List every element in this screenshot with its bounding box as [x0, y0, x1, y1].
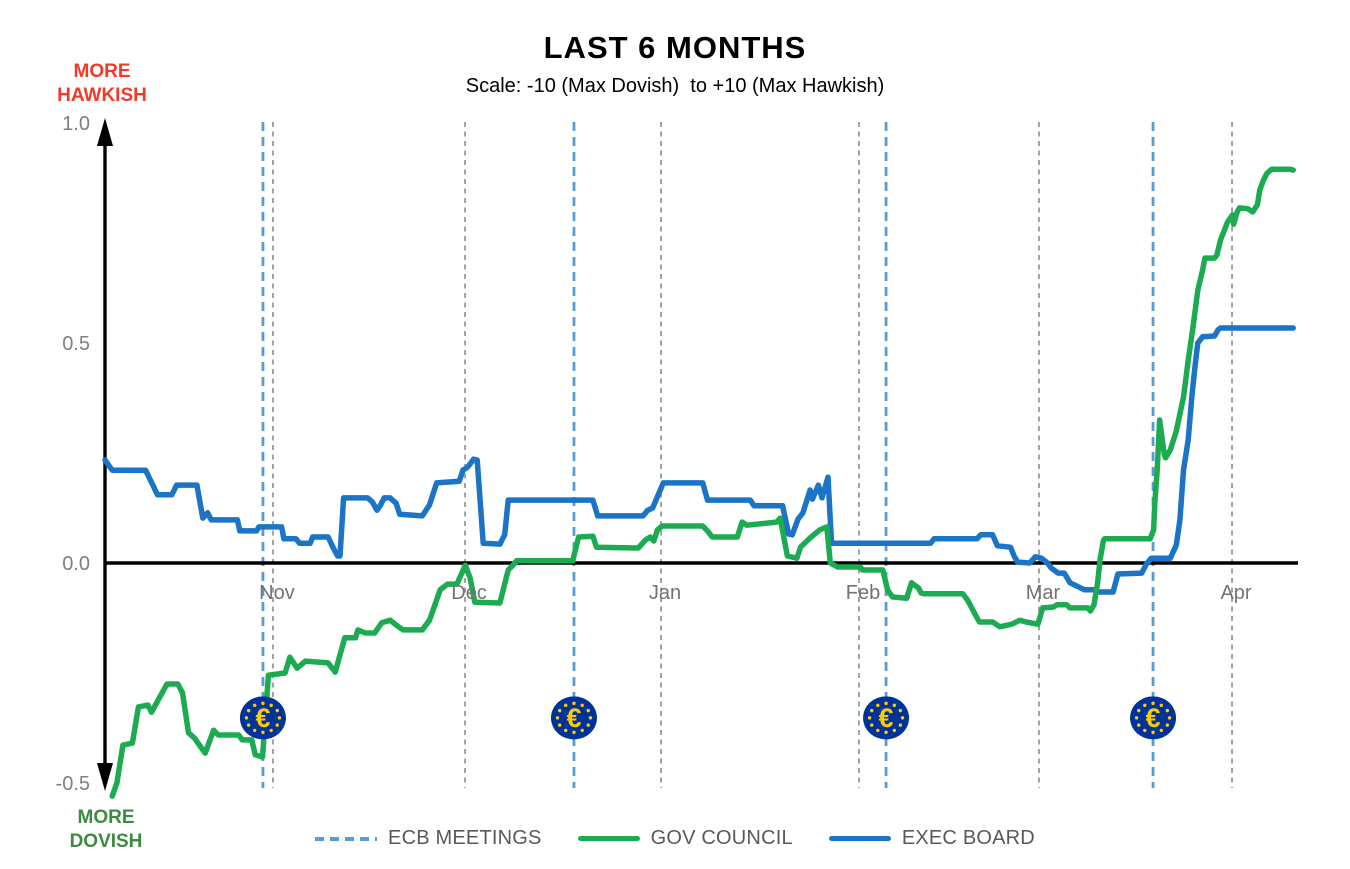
y-axis-label-0.0: 0.0 — [62, 553, 90, 575]
chart-title: LAST 6 MONTHS — [543, 30, 807, 65]
x-axis-label-nov: Nov — [259, 582, 295, 604]
x-axis-label-dec: Dec — [451, 582, 487, 604]
gov-council-line-icon — [577, 836, 640, 841]
euro-icon: € — [239, 696, 286, 740]
legend-item-ecb-meetings: ECB MEETINGS — [315, 827, 542, 850]
chart-subtitle: Scale: -10 (Max Dovish) to +10 (Max Hawk… — [465, 75, 885, 97]
y-axis-arrow-down-icon — [97, 763, 113, 791]
legend-item-gov-council: GOV COUNCIL — [577, 827, 793, 850]
x-axis-label-apr: Apr — [1220, 582, 1251, 604]
legend-label: GOV COUNCIL — [650, 827, 793, 849]
y-axis-label-1.0: 1.0 — [62, 113, 90, 135]
x-axis-label-jan: Jan — [649, 582, 681, 604]
exec-board-line — [102, 325, 1296, 595]
svg-text:€: € — [879, 703, 894, 733]
legend-item-exec-board: EXEC BOARD — [828, 827, 1035, 850]
gov-council-line — [109, 166, 1296, 799]
exec-board-line-icon — [828, 836, 891, 841]
ecb-meetings-dashed-line-icon — [315, 836, 378, 841]
y-axis-label--0.5: -0.5 — [56, 773, 90, 795]
legend-label: ECB MEETINGS — [388, 827, 542, 849]
more-dovish-label: MORE DOVISH — [69, 807, 143, 852]
legend-label: EXEC BOARD — [901, 827, 1035, 849]
euro-icon: € — [550, 696, 597, 740]
svg-text:€: € — [1146, 703, 1161, 733]
more-hawkish-label: MORE HAWKISH — [57, 61, 147, 106]
euro-icon: € — [863, 696, 910, 740]
y-axis-label-0.5: 0.5 — [62, 333, 90, 355]
x-axis-label-mar: Mar — [1026, 582, 1061, 604]
x-axis-label-feb: Feb — [846, 582, 880, 604]
svg-text:€: € — [566, 703, 581, 733]
svg-text:€: € — [255, 703, 270, 733]
y-axis-arrow-up-icon — [97, 118, 113, 146]
legend: ECB MEETINGS GOV COUNCIL EXEC BOARD — [0, 827, 1350, 850]
euro-icon: € — [1130, 696, 1177, 740]
title-block: LAST 6 MONTHS Scale: -10 (Max Dovish) to… — [0, 30, 1350, 98]
